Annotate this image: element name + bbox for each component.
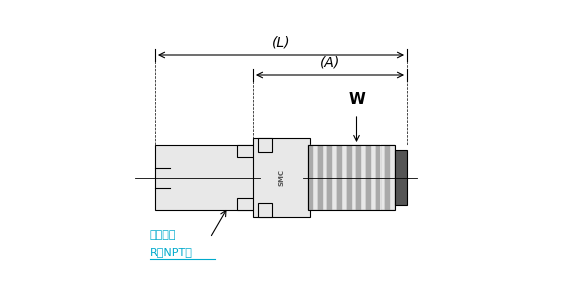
Polygon shape <box>327 145 332 210</box>
Text: (L): (L) <box>272 35 290 49</box>
Polygon shape <box>371 145 375 210</box>
Polygon shape <box>258 138 272 152</box>
Polygon shape <box>385 145 390 210</box>
Text: R（NPT）: R（NPT） <box>150 247 193 257</box>
Polygon shape <box>253 138 310 217</box>
Polygon shape <box>395 150 407 205</box>
Polygon shape <box>318 145 322 210</box>
Text: W: W <box>348 92 365 107</box>
Polygon shape <box>332 145 337 210</box>
Polygon shape <box>352 145 356 210</box>
Polygon shape <box>313 145 318 210</box>
Text: (A): (A) <box>320 55 340 69</box>
Polygon shape <box>390 145 395 210</box>
Polygon shape <box>308 145 313 210</box>
Polygon shape <box>361 145 366 210</box>
Polygon shape <box>381 145 385 210</box>
Polygon shape <box>258 203 272 217</box>
Polygon shape <box>322 145 327 210</box>
Text: 接続口径: 接続口径 <box>150 230 177 240</box>
Polygon shape <box>155 145 255 210</box>
Polygon shape <box>237 198 255 210</box>
Polygon shape <box>375 145 381 210</box>
Polygon shape <box>237 145 255 157</box>
Polygon shape <box>366 145 371 210</box>
Text: SMC: SMC <box>279 169 285 187</box>
Polygon shape <box>337 145 342 210</box>
Polygon shape <box>347 145 352 210</box>
Polygon shape <box>342 145 347 210</box>
Polygon shape <box>356 145 361 210</box>
